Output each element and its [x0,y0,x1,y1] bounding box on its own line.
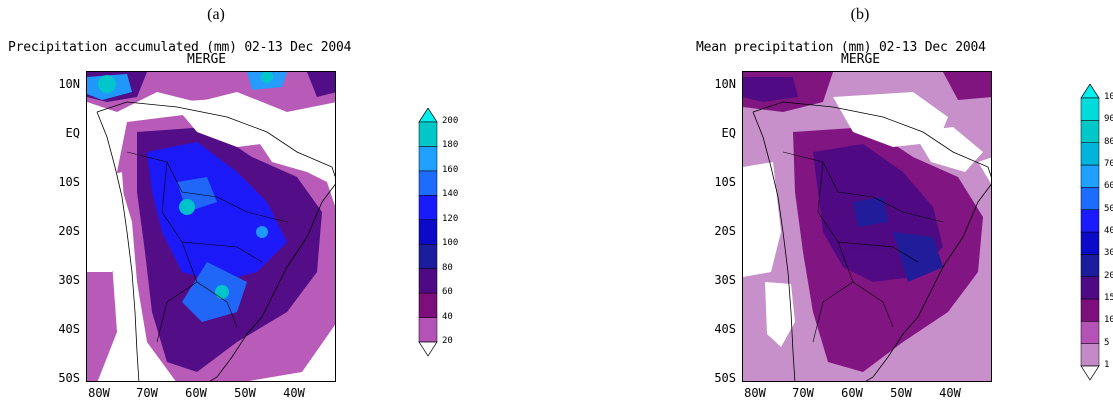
lat-label: 10S [714,175,736,189]
colorbar-swatch [1080,209,1100,233]
colorbar-tick-label: 140 [442,189,459,200]
lat-label: 30S [58,273,80,287]
map-subtitle: MERGE [187,52,227,67]
colorbar-tick-label: 200 [442,116,459,126]
lon-label: 60W [841,386,863,400]
colorbar-swatch [1080,97,1100,121]
country-borders [782,151,944,343]
colorbar-tick-label: 20 [1104,270,1113,281]
coastline [96,101,335,381]
panel-letter: (b) [850,6,870,23]
lat-label: EQ [65,126,80,140]
colorbar-tick-label: 100 [1104,92,1113,102]
colorbar-swatch [1080,298,1100,322]
colorbar-swatch [418,317,438,343]
colorbar-tick-label: 40 [1104,226,1113,236]
lat-label: 10S [58,175,80,189]
colorbar-swatch [418,121,438,147]
lat-label: 10N [714,77,736,91]
colorbar-tick-label: 80 [1104,136,1113,147]
lat-label: 30S [714,273,736,287]
colorbar-swatch [418,268,438,294]
map-title: Mean precipitation (mm) 02-13 Dec 2004 [696,40,986,55]
colorbar-tick-label: 10 [1104,315,1113,326]
colorbar-tick-label: 100 [442,238,459,249]
lon-label: 40W [283,386,305,400]
map-title: Precipitation accumulated (mm) 02-13 Dec… [8,40,352,55]
colorbar-swatch [1080,142,1100,166]
lon-label: 70W [136,386,158,400]
colorbar-tick-label: 120 [442,213,459,224]
colorbar-tick-label: 50 [1104,203,1113,214]
colorbar-tick-label: 80 [442,262,453,273]
precip-field-high [743,77,943,282]
lat-label: 40S [714,322,736,336]
colorbar-swatch [418,292,438,318]
lat-label: 40S [58,322,80,336]
colorbar-bottom-arrow [1080,365,1100,381]
colorbar-swatch [418,219,438,245]
map-subtitle: MERGE [841,52,881,67]
lon-label: 50W [234,386,256,400]
colorbar-swatch [418,243,438,269]
dry-regions [87,97,322,342]
coastline [752,101,991,381]
colorbar-swatch [418,170,438,196]
lon-label: 70W [792,386,814,400]
lon-label: 80W [88,386,110,400]
colorbar: 20 40 60 80 100 120 140 160 180 200 [418,107,458,362]
precipitation-map [86,71,336,382]
colorbar-top-arrow [418,107,438,123]
colorbar-tick-label: 160 [442,164,459,175]
lat-label: 10N [58,77,80,91]
colorbar-swatch [1080,231,1100,255]
colorbar-swatch [1080,343,1100,367]
colorbar-tick-label: 60 [442,287,453,298]
colorbar-swatch [1080,164,1100,188]
colorbar-tick-label: 180 [442,140,459,151]
lon-label: 80W [744,386,766,400]
panel-letter: (a) [207,6,225,23]
colorbar-swatch [418,146,438,172]
colorbar-swatch [1080,321,1100,344]
colorbar-tick-label: 5 [1104,337,1110,348]
colorbar-tick-label: 1 [1104,360,1110,370]
lat-label: EQ [721,126,736,140]
colorbar-tick-label: 15 [1104,293,1113,303]
colorbar-swatch [1080,120,1100,143]
colorbar-tick-label: 90 [1104,114,1113,125]
colorbar: 1510152030405060708090100 [1080,83,1113,386]
colorbar-tick-label: 60 [1104,181,1113,192]
colorbar-bottom-arrow [418,341,438,357]
precip-field-peak [98,72,273,299]
lon-label: 60W [185,386,207,400]
lon-label: 40W [939,386,961,400]
colorbar-tick-label: 20 [442,336,453,346]
colorbar-swatch [1080,187,1100,210]
colorbar-tick-label: 40 [442,311,453,322]
panel-a: (a) Precipitation accumulated (mm) 02-13… [0,0,556,401]
colorbar-swatch [1080,276,1100,300]
colorbar-top-arrow [1080,83,1100,99]
colorbar-swatch [1080,254,1100,277]
colorbar-tick-label: 30 [1104,248,1113,259]
lat-label: 50S [714,371,736,385]
lon-label: 50W [890,386,912,400]
lat-label: 20S [714,224,736,238]
country-borders [126,151,288,343]
panel-b: (b) Mean precipitation (mm) 02-13 Dec 20… [556,0,1113,401]
lat-label: 20S [58,224,80,238]
precipitation-map [742,71,992,382]
dry-regions [743,92,991,347]
lat-label: 50S [58,371,80,385]
colorbar-swatch [418,195,438,221]
colorbar-tick-label: 70 [1104,159,1113,169]
